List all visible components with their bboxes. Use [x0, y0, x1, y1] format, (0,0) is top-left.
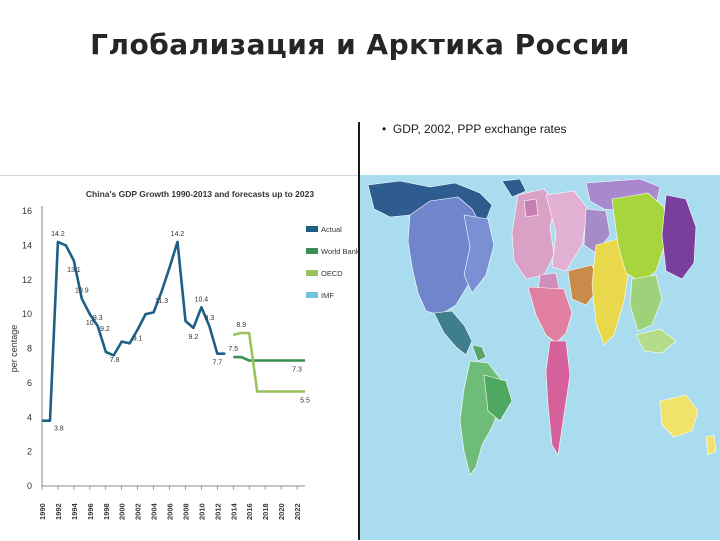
map-caption-text: GDP, 2002, PPP exchange rates: [392, 122, 567, 136]
legend-swatch: [306, 270, 318, 276]
x-tick-label: 2014: [229, 502, 238, 520]
map-region-southeast-asia: [629, 274, 663, 332]
data-label: 14.2: [51, 231, 65, 238]
legend-swatch: [306, 292, 318, 298]
x-tick-label: 1998: [102, 503, 111, 520]
map-region-caribbean: [471, 344, 487, 362]
data-label: 9.2: [189, 334, 199, 341]
map-region-new-zealand: [705, 434, 717, 456]
map-region-usa: [407, 196, 483, 316]
data-label: 9.2: [100, 326, 110, 333]
x-tick-label: 2000: [118, 503, 127, 520]
data-label: 7.7: [212, 360, 222, 367]
x-tick-label: 2008: [181, 503, 190, 520]
data-label: 9.3: [93, 315, 103, 322]
series-line-world-bank: [233, 355, 305, 362]
y-tick-label: 6: [27, 378, 32, 388]
legend-entry: World Bank: [321, 247, 358, 256]
x-tick-label: 2006: [166, 503, 175, 520]
x-tick-label: 2010: [197, 503, 206, 520]
series-line-actual: [42, 240, 226, 422]
x-tick-label: 2002: [134, 503, 143, 520]
data-label: 10.4: [195, 296, 209, 303]
map-region-japan: [661, 194, 697, 280]
x-tick-label: 2018: [261, 503, 270, 520]
data-label: 14.2: [171, 231, 185, 238]
x-tick-label: 1990: [38, 503, 47, 520]
legend-entry: IMF: [321, 291, 334, 300]
world-gdp-cartogram: [360, 175, 720, 540]
y-tick-label: 16: [22, 206, 32, 216]
data-label: 13.1: [67, 267, 81, 274]
x-tick-label: 2022: [293, 503, 302, 520]
legend-swatch: [306, 248, 318, 254]
gdp-growth-chart: China's GDP Growth 1990-2013 and forecas…: [0, 175, 358, 541]
data-label: 8.9: [236, 322, 246, 329]
y-tick-label: 8: [27, 344, 32, 354]
data-label: 10: [86, 320, 94, 327]
chart-title: China's GDP Growth 1990-2013 and forecas…: [86, 189, 314, 199]
y-tick-label: 4: [27, 412, 32, 422]
y-tick-label: 10: [22, 309, 32, 319]
y-tick-label: 14: [22, 240, 32, 250]
map-region-usa-east: [463, 214, 495, 294]
map-region-mexico: [433, 310, 473, 356]
data-label: 10.9: [75, 288, 89, 295]
map-region-australia: [659, 394, 699, 438]
y-tick-label: 0: [27, 481, 32, 491]
x-tick-label: 1994: [70, 502, 79, 520]
map-region-china: [611, 192, 667, 284]
cartogram-map: [367, 178, 717, 476]
y-axis-label: per centage: [9, 325, 19, 373]
data-label: 11.3: [155, 298, 168, 305]
legend-entry: OECD: [321, 269, 343, 278]
chart-canvas: China's GDP Growth 1990-2013 and forecas…: [9, 189, 358, 520]
x-tick-label: 2004: [150, 502, 159, 520]
x-tick-label: 2020: [277, 503, 286, 520]
panel-divider: [358, 122, 360, 540]
data-label: 7.5: [228, 346, 238, 353]
slide-title: Глобализация и Арктика России: [90, 28, 630, 61]
data-label: 7.3: [292, 367, 302, 374]
x-tick-label: 2016: [245, 503, 254, 520]
data-label: 7.8: [110, 357, 120, 364]
legend-entry: Actual: [321, 225, 342, 234]
x-tick-label: 1992: [54, 503, 63, 520]
data-label: 9.1: [133, 336, 143, 343]
map-region-central-europe: [545, 190, 589, 272]
map-region-africa: [527, 286, 573, 344]
series-line-oecd: [233, 331, 305, 393]
data-label: 9.3: [204, 315, 214, 322]
y-tick-label: 12: [22, 275, 32, 285]
map-region-indonesia: [635, 328, 677, 354]
data-label: 5.5: [300, 397, 310, 404]
map-caption: • GDP, 2002, PPP exchange rates: [382, 122, 567, 136]
data-label: 3.8: [54, 426, 64, 433]
x-tick-label: 2012: [213, 503, 222, 520]
map-region-southern-africa: [545, 340, 571, 456]
y-tick-label: 2: [27, 447, 32, 457]
map-region-greenland: [501, 178, 527, 198]
map-region-uk: [523, 198, 539, 218]
x-tick-label: 1996: [86, 503, 95, 520]
map-region-brazil: [483, 374, 513, 422]
legend-swatch: [306, 226, 318, 232]
